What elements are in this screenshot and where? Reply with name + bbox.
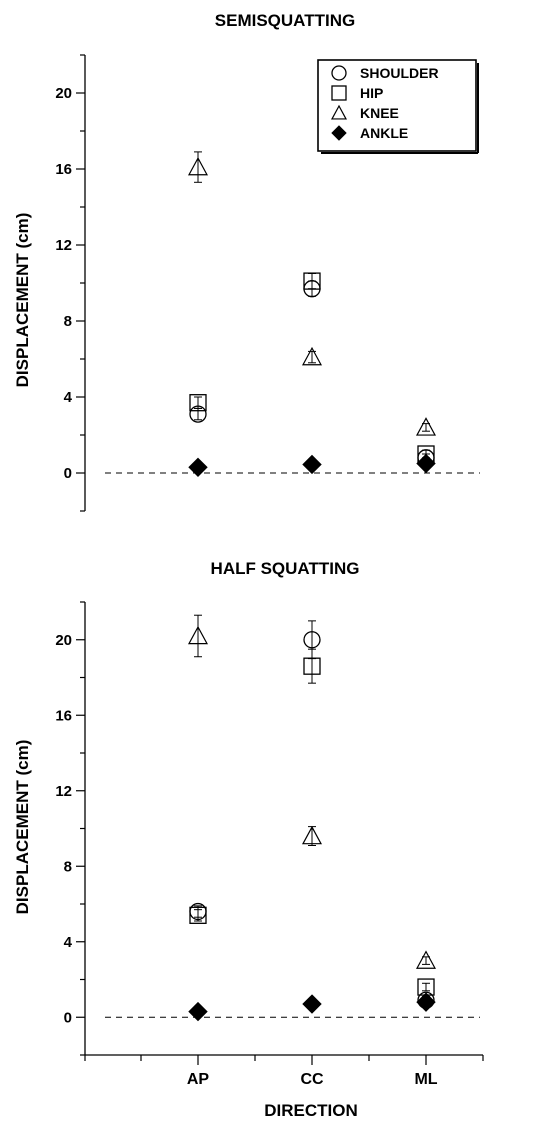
legend-marker-shoulder xyxy=(331,65,347,81)
y-tick-label: 0 xyxy=(64,465,72,482)
y-tick-label: 4 xyxy=(64,934,73,951)
legend-label-shoulder: SHOULDER xyxy=(360,65,439,81)
chart-2-y-axis-label: DISPLACEMENT (cm) xyxy=(13,740,32,915)
y-tick-label: 16 xyxy=(55,161,72,178)
y-tick-label: 20 xyxy=(55,85,72,102)
y-tick-label: 12 xyxy=(55,783,72,800)
point-ankle-ap xyxy=(188,457,208,478)
y-tick-label: 20 xyxy=(55,632,72,649)
legend-label-ankle: ANKLE xyxy=(360,125,408,141)
legend-marker-knee xyxy=(330,104,348,120)
point-hip-ap xyxy=(189,906,207,924)
plots: 0 4 8 12 16 20 SHOULDER HIP KNEE ANKLE 0 4 8 12 16 20 AP… xyxy=(55,54,484,1088)
chart-1-title: SEMISQUATTING xyxy=(215,11,355,30)
point-ankle-ap xyxy=(188,1001,208,1022)
legend-marker-ankle xyxy=(331,125,347,141)
panel-2: 0 4 8 12 16 20 AP CC ML xyxy=(55,601,484,1088)
legend-marker-hip xyxy=(331,85,347,101)
point-hip-ap xyxy=(189,394,207,412)
legend: SHOULDER HIP KNEE ANKLE xyxy=(317,59,479,154)
chart-1-y-axis-label: DISPLACEMENT (cm) xyxy=(13,213,32,388)
y-tick-label: 4 xyxy=(64,389,73,406)
panel-1: 0 4 8 12 16 20 SHOULDER HIP KNEE ANKLE xyxy=(55,54,480,512)
y-tick-label: 8 xyxy=(64,313,72,330)
chart-2-title: HALF SQUATTING xyxy=(211,559,360,578)
point-ankle-ml xyxy=(416,992,436,1012)
x-tick-label-cc: CC xyxy=(300,1071,324,1088)
y-tick-label: 16 xyxy=(55,707,72,724)
x-axis-label: DIRECTION xyxy=(264,1101,358,1120)
y-tick-label: 12 xyxy=(55,237,72,254)
x-tick-label-ml: ML xyxy=(414,1071,437,1088)
legend-label-hip: HIP xyxy=(360,85,383,101)
y-tick-label: 8 xyxy=(64,858,72,875)
x-tick-label-ap: AP xyxy=(187,1071,210,1088)
point-ankle-ml xyxy=(416,453,436,474)
point-ankle-cc xyxy=(302,454,322,475)
point-ankle-cc xyxy=(302,994,322,1014)
legend-label-knee: KNEE xyxy=(360,105,399,121)
y-tick-label: 0 xyxy=(64,1009,72,1026)
